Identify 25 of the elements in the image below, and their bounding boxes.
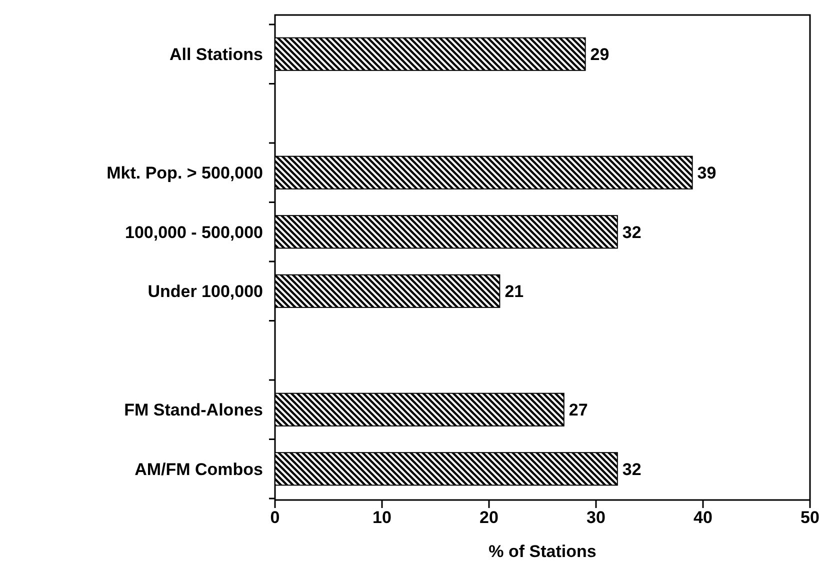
data-label: 39 xyxy=(697,164,716,183)
data-label: 21 xyxy=(504,282,524,302)
x-tick-label: 30 xyxy=(586,508,606,528)
x-tick-label: 40 xyxy=(694,508,712,528)
x-tick-label: 10 xyxy=(372,508,392,528)
data-label: 32 xyxy=(622,222,642,242)
data-label: 27 xyxy=(568,400,588,420)
data-label: 29 xyxy=(590,45,610,64)
bar xyxy=(274,392,564,426)
bar xyxy=(274,156,693,190)
x-axis-title: % of Stations xyxy=(488,542,596,561)
x-tick-label: 50 xyxy=(800,508,820,528)
data-label: 32 xyxy=(622,460,642,479)
y-tick-label: Under 100,000 xyxy=(148,282,263,302)
y-tick-label: FM Stand-Alones xyxy=(124,400,263,420)
bar xyxy=(274,37,586,71)
y-tick-label: All Stations xyxy=(169,45,263,64)
y-tick-label: AM/FM Combos xyxy=(134,460,263,479)
bar xyxy=(274,452,618,486)
x-tick-label: 20 xyxy=(480,508,498,528)
y-tick-label: 100,000 - 500,000 xyxy=(124,222,263,242)
y-tick-label: Mkt. Pop. > 500,000 xyxy=(106,164,263,183)
bar xyxy=(274,274,500,308)
bar xyxy=(274,215,618,249)
x-tick-label: 0 xyxy=(270,508,280,528)
